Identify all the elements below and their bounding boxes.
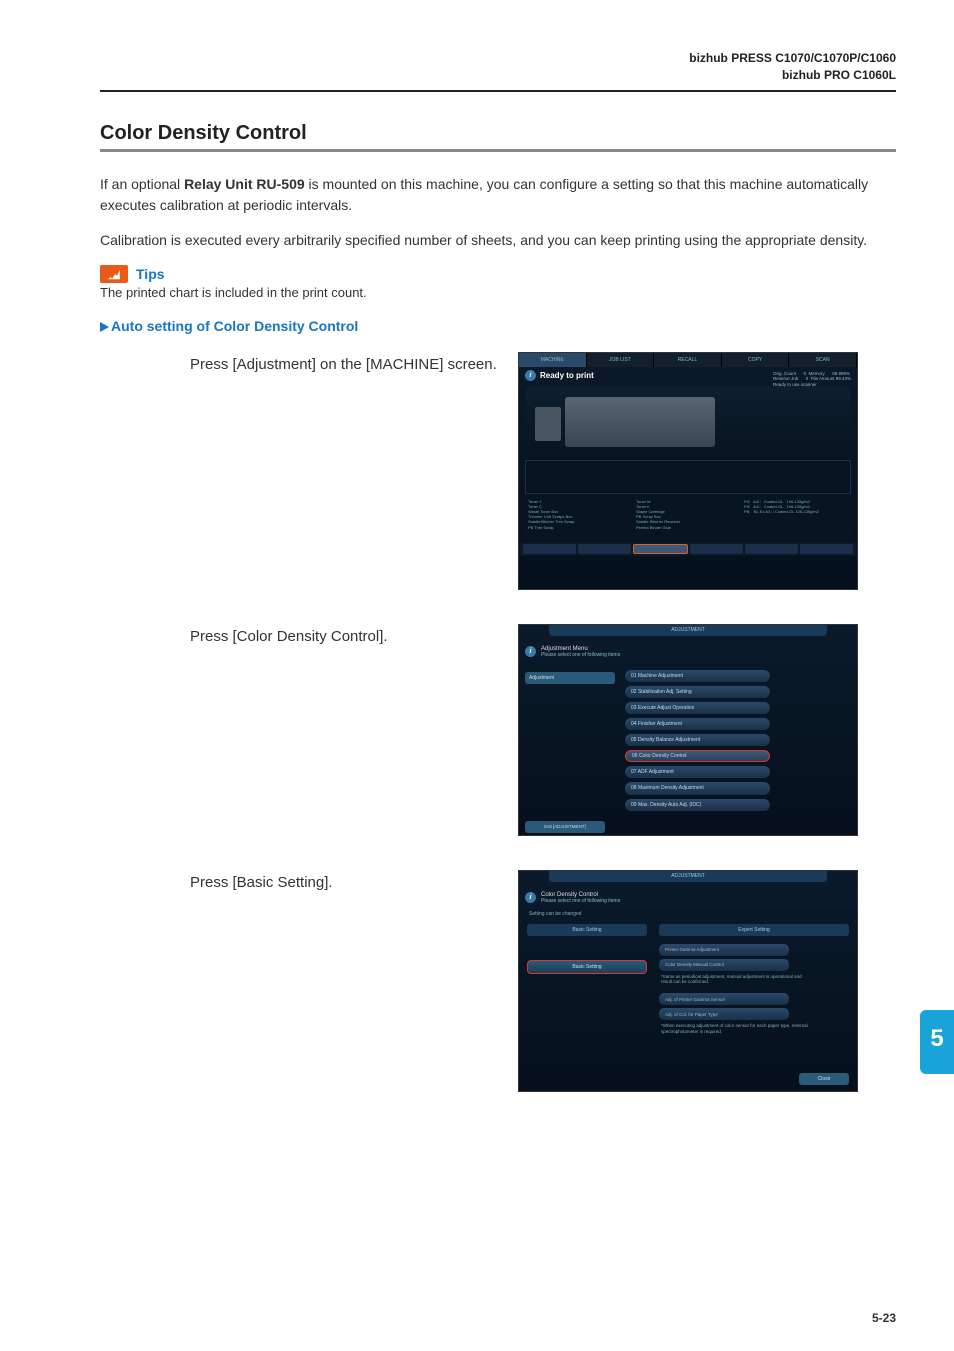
intro-paragraph-1: If an optional Relay Unit RU-509 is moun…: [100, 174, 896, 216]
adjustment-menu-list: 01 Machine Adjustment 02 Stabilization A…: [625, 668, 851, 811]
tips-label: Tips: [136, 266, 165, 282]
adj-titlebar: ADJUSTMENT: [549, 625, 827, 636]
consumables-left: Toner Y Toner C Waste Toner Box Trimmer …: [528, 499, 632, 537]
screenshot-machine: MACHINE JOB LIST RECALL COPY SCAN i Read…: [518, 352, 858, 590]
controller-button[interactable]: [690, 544, 743, 554]
pi-rows: PI1 A4□ Coated-GL 106-135g/m2 PI2 A4□ Co…: [744, 499, 848, 537]
paper-setting-button[interactable]: [523, 544, 576, 554]
cdc-head2: Please select one of following items: [541, 898, 620, 904]
tone-adjustment-button[interactable]: [745, 544, 798, 554]
adjustment-side-button[interactable]: Adjustment: [525, 672, 615, 684]
job-list-area: [525, 460, 851, 494]
printer-gamma-button[interactable]: Printer Gamma Adjustment: [659, 944, 789, 956]
adjustment-button[interactable]: [633, 544, 688, 554]
cdc-manual-button[interactable]: Color Density Manual Control: [659, 959, 789, 971]
machine-diagram: [565, 397, 715, 447]
tab-scan[interactable]: SCAN: [789, 353, 857, 367]
tab-joblist[interactable]: JOB LIST: [587, 353, 655, 367]
basic-setting-button[interactable]: Basic Setting: [527, 960, 647, 974]
menu-06-color-density[interactable]: 06 Color Density Control: [625, 750, 770, 762]
cdc-titlebar: ADJUSTMENT: [549, 871, 827, 882]
step-row-2: Press [Color Density Control]. ADJUSTMEN…: [100, 624, 896, 836]
info-icon: i: [525, 892, 536, 903]
menu-09[interactable]: 09 Max. Density Auto Adj. (IDC): [625, 799, 770, 811]
header-rule: [100, 90, 896, 92]
tips-icon: [100, 265, 128, 283]
triangle-icon: [100, 322, 109, 332]
close-button[interactable]: Close: [799, 1073, 849, 1085]
expert-note-1: *Same as periodical adjustment, manual a…: [661, 974, 811, 986]
gamma-sensor-button[interactable]: Adj. of Printer Gamma Sensor: [659, 993, 789, 1005]
title-underline: [100, 149, 896, 152]
adj-head2: Please select one of following items: [541, 652, 620, 658]
step-3-text: Press [Basic Setting].: [190, 870, 500, 894]
sample-print-button[interactable]: [800, 544, 853, 554]
info-icon: i: [525, 370, 536, 381]
ready-status: Ready to print: [540, 371, 594, 380]
basic-setting-head: Basic Setting: [527, 924, 647, 936]
consumables-area: Toner Y Toner C Waste Toner Box Trimmer …: [525, 496, 851, 540]
header-line-2: bizhub PRO C1060L: [100, 67, 896, 84]
setting-note: Setting can be changed: [519, 908, 857, 920]
tab-copy[interactable]: COPY: [722, 353, 790, 367]
menu-05[interactable]: 05 Density Balance Adjustment: [625, 734, 770, 746]
tab-machine[interactable]: MACHINE: [519, 353, 587, 367]
exit-adjustment-button[interactable]: Exit [ADJUSTMENT]: [525, 821, 605, 833]
sub-heading-text: Auto setting of Color Density Control: [111, 318, 358, 334]
expert-setting-head: Expert Setting: [659, 924, 849, 936]
expert-note-2: *When executing adjustment of color sens…: [661, 1023, 811, 1035]
machine-bottom-buttons: [519, 542, 857, 556]
menu-02[interactable]: 02 Stabilization Adj. Setting: [625, 686, 770, 698]
sub-heading: Auto setting of Color Density Control: [100, 318, 896, 334]
step-2-text: Press [Color Density Control].: [190, 624, 500, 648]
menu-07[interactable]: 07 ADF Adjustment: [625, 766, 770, 778]
menu-04[interactable]: 04 Finisher Adjustment: [625, 718, 770, 730]
info-icon: i: [525, 646, 536, 657]
para1-pre: If an optional: [100, 176, 184, 192]
para1-bold: Relay Unit RU-509: [184, 176, 305, 192]
screenshot-adjustment-menu: ADJUSTMENT i Adjustment Menu Please sele…: [518, 624, 858, 836]
step-row-1: Press [Adjustment] on the [MACHINE] scre…: [100, 352, 896, 590]
menu-01[interactable]: 01 Machine Adjustment: [625, 670, 770, 682]
header-line-1: bizhub PRESS C1070/C1070P/C1060: [100, 50, 896, 67]
step-row-3: Press [Basic Setting]. ADJUSTMENT i Colo…: [100, 870, 896, 1092]
tips-row: Tips: [100, 265, 896, 283]
screenshot-basic-setting: ADJUSTMENT i Color Density Control Pleas…: [518, 870, 858, 1092]
intro-paragraph-2: Calibration is executed every arbitraril…: [100, 230, 896, 251]
machine-diagram-area: [525, 386, 851, 458]
both-sides-button[interactable]: [578, 544, 631, 554]
col-paper-type-button[interactable]: Adj. of Col. for Paper Type: [659, 1008, 789, 1020]
section-title: Color Density Control: [100, 122, 896, 145]
chapter-number: 5: [920, 1025, 954, 1053]
page-number: 5-23: [872, 1311, 896, 1325]
machine-stats: Orig. Count 0 Memory 99.999% Reserve Job…: [773, 371, 851, 389]
tab-recall[interactable]: RECALL: [654, 353, 722, 367]
consumables-mid: Toner M Toner K Staple Cartridge PB Scra…: [636, 499, 740, 537]
menu-03[interactable]: 03 Execute Adjust Operation: [625, 702, 770, 714]
step-1-text: Press [Adjustment] on the [MACHINE] scre…: [190, 352, 500, 376]
menu-08[interactable]: 08 Maximum Density Adjustment: [625, 782, 770, 794]
tips-text: The printed chart is included in the pri…: [100, 285, 896, 300]
